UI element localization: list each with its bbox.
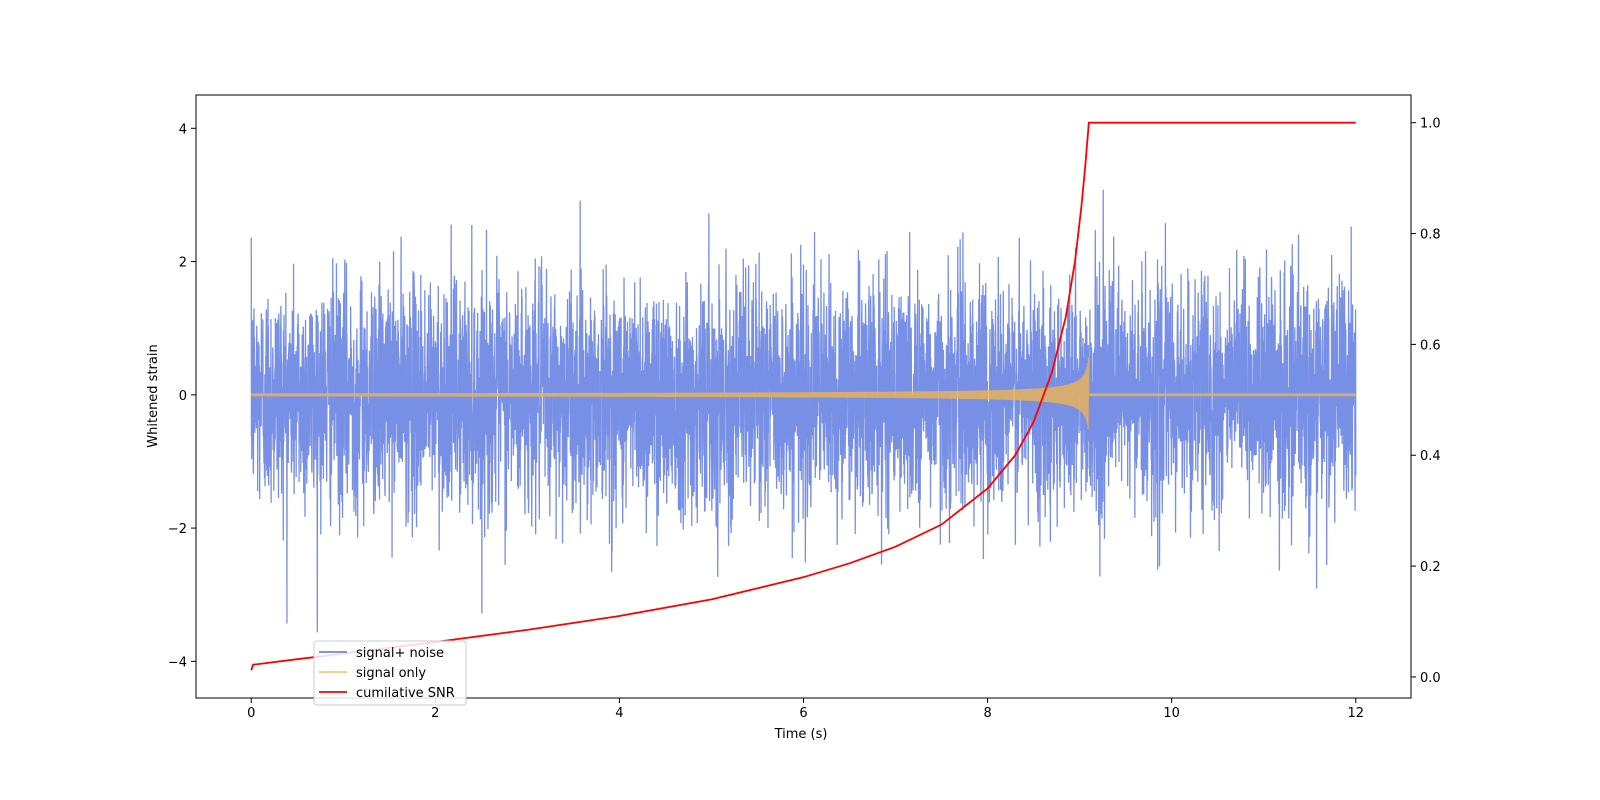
y2-tick-label: 1.0	[1420, 117, 1441, 132]
y-axis-left: −4 −2 0 2 4	[168, 122, 196, 670]
y2-tick-label: 0.0	[1420, 671, 1441, 686]
y-tick-label: 0	[179, 389, 187, 404]
legend-entry-label: cumilative SNR	[356, 686, 455, 701]
legend-entry-label: signal+ noise	[356, 646, 444, 661]
y2-tick-label: 0.2	[1420, 560, 1441, 575]
x-tick-label: 0	[247, 706, 255, 721]
y-tick-label: −4	[168, 655, 187, 670]
legend-box	[313, 640, 467, 706]
x-tick-label: 2	[431, 706, 439, 721]
x-tick-label: 10	[1163, 706, 1180, 721]
series-signal-plus-noise-line	[250, 189, 1357, 633]
x-axis: 0 2 4 6 8 10 12	[247, 698, 1364, 721]
x-tick-label: 6	[799, 706, 807, 721]
x-tick-label: 4	[615, 706, 623, 721]
legend: signal+ noise signal only cumilative SNR	[313, 640, 467, 706]
x-tick-label: 12	[1347, 706, 1364, 721]
y-tick-label: 2	[179, 256, 187, 271]
y2-tick-label: 0.4	[1420, 449, 1441, 464]
y2-tick-label: 0.6	[1420, 338, 1441, 353]
y-tick-label: 4	[179, 122, 187, 137]
y-tick-label: −2	[168, 522, 187, 537]
y-axis-label: Whitened strain	[146, 344, 161, 447]
x-axis-label: Time (s)	[774, 727, 828, 742]
series-signal-only-line	[250, 357, 1357, 430]
y2-tick-label: 0.8	[1420, 228, 1441, 243]
legend-entry-label: signal only	[356, 666, 426, 681]
y-axis-right: 0.0 0.2 0.4 0.6 0.8 1.0	[1411, 117, 1441, 686]
x-tick-label: 8	[983, 706, 991, 721]
